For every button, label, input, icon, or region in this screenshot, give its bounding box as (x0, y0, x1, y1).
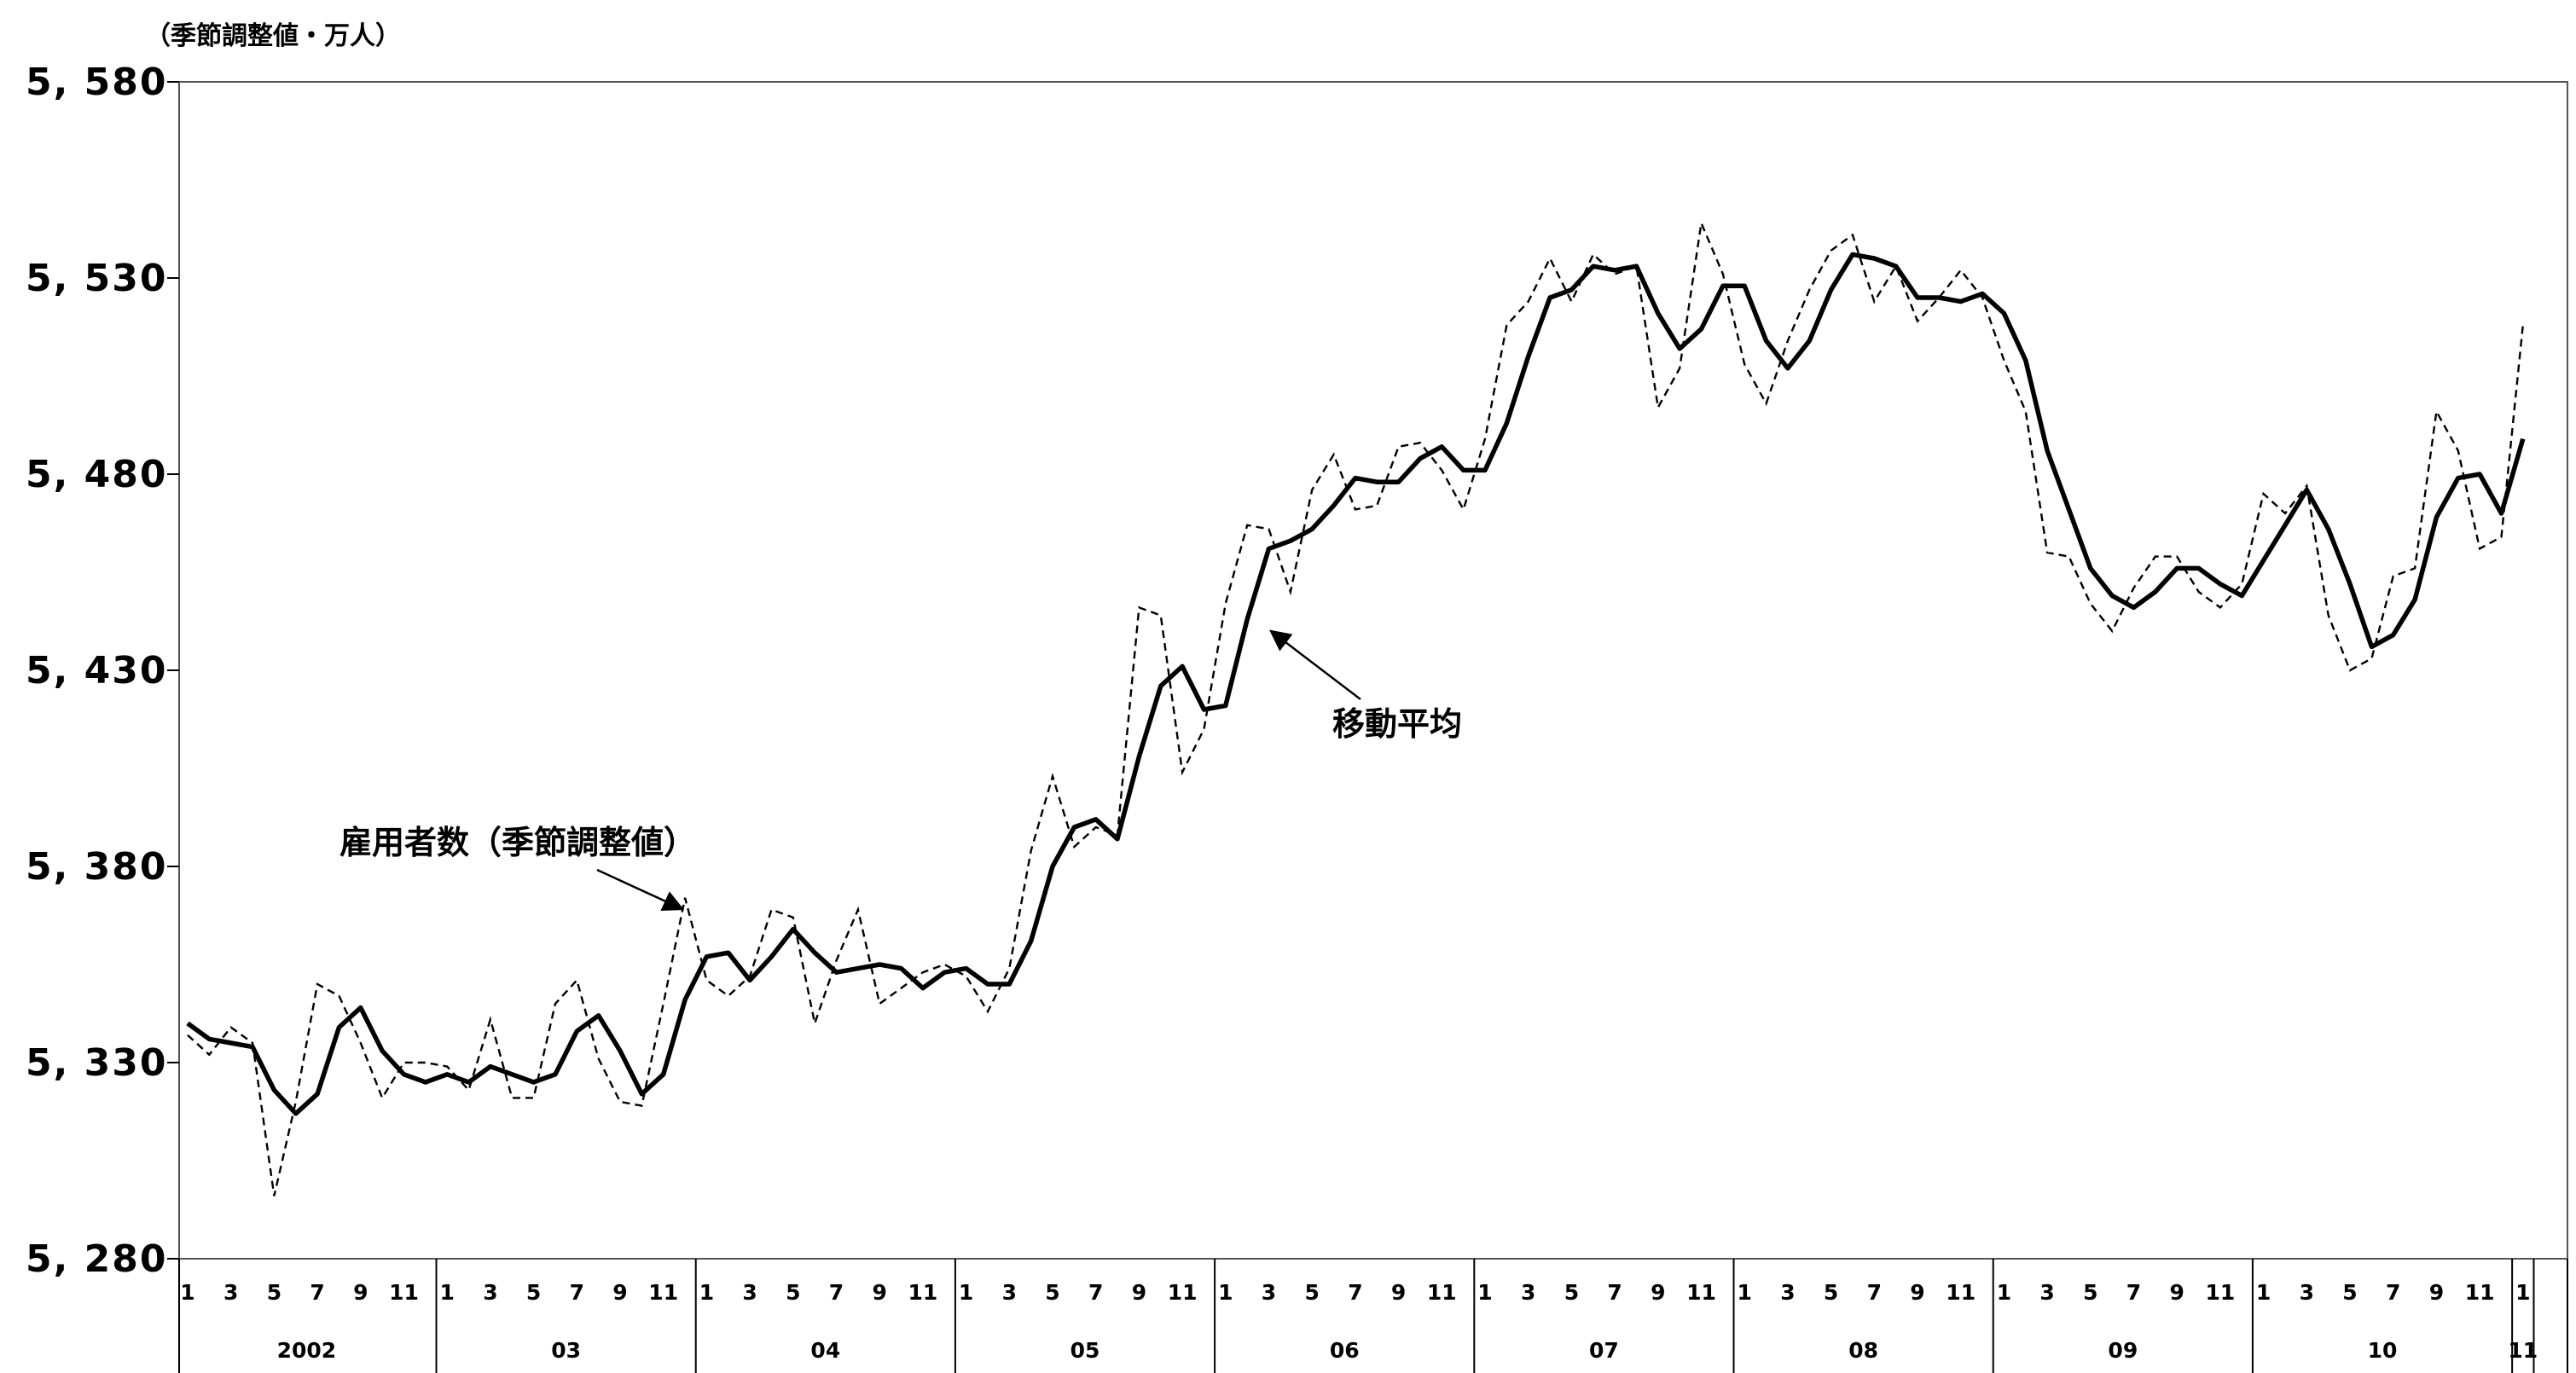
x-month-label: 1 (2256, 1280, 2271, 1305)
x-month-label: 3 (1521, 1280, 1535, 1305)
x-month-label: 1 (1997, 1280, 2011, 1305)
x-month-label: 1 (180, 1280, 194, 1305)
y-tick-label: 5, 580 (26, 61, 168, 104)
x-month-label: 1 (1737, 1280, 1751, 1305)
x-month-label: 9 (2429, 1280, 2444, 1305)
x-month-label: 11 (1427, 1280, 1457, 1305)
x-month-label: 9 (2169, 1280, 2184, 1305)
x-month-label: 5 (2342, 1280, 2357, 1305)
x-month-label: 3 (1002, 1280, 1017, 1305)
x-month-label: 3 (742, 1280, 757, 1305)
x-month-label: 5 (2083, 1280, 2097, 1305)
x-month-label: 11 (908, 1280, 938, 1305)
x-year-label: 10 (2368, 1338, 2398, 1363)
x-month-label: 5 (786, 1280, 800, 1305)
x-month-label: 9 (1651, 1280, 1665, 1305)
y-tick-label: 5, 330 (26, 1041, 168, 1085)
x-month-label: 1 (439, 1280, 454, 1305)
x-month-label: 3 (223, 1280, 238, 1305)
x-month-label: 7 (2126, 1280, 2141, 1305)
x-month-label: 11 (389, 1280, 419, 1305)
y-tick-label: 5, 380 (26, 845, 168, 889)
x-month-label: 11 (2465, 1280, 2495, 1305)
x-month-label: 9 (1391, 1280, 1406, 1305)
annotation-moving-average: 移動平均 (1332, 705, 1462, 743)
x-month-label: 3 (2300, 1280, 2314, 1305)
x-year-label: 05 (1070, 1338, 1100, 1363)
x-month-label: 9 (612, 1280, 627, 1305)
y-tick-label: 5, 530 (26, 257, 168, 300)
x-month-label: 7 (2386, 1280, 2400, 1305)
x-month-label: 1 (699, 1280, 714, 1305)
x-month-label: 5 (1304, 1280, 1319, 1305)
x-year-label: 07 (1589, 1338, 1619, 1363)
series-line-moving-average (186, 252, 2526, 1116)
x-month-label: 1 (1218, 1280, 1233, 1305)
x-month-label: 1 (959, 1280, 973, 1305)
x-month-label: 9 (1910, 1280, 1924, 1305)
x-year-label: 2002 (277, 1338, 337, 1363)
x-month-label: 11 (1686, 1280, 1716, 1305)
x-month-label: 5 (267, 1280, 281, 1305)
x-month-label: 1 (1477, 1280, 1492, 1305)
x-year-label: 04 (810, 1338, 840, 1363)
x-month-label: 1 (2515, 1280, 2530, 1305)
x-year-label: 03 (551, 1338, 581, 1363)
x-month-label: 9 (872, 1280, 886, 1305)
x-month-label: 7 (1607, 1280, 1622, 1305)
y-axis-unit-label: （季節調整値・万人） (145, 21, 401, 51)
annotation-employees-sa: 雇用者数（季節調整値） (339, 824, 696, 861)
x-month-label: 5 (1045, 1280, 1059, 1305)
x-month-label: 3 (2039, 1280, 2054, 1305)
series-line-employees-sa (187, 219, 2524, 1196)
y-tick-label: 5, 280 (26, 1237, 168, 1281)
x-month-label: 11 (1168, 1280, 1198, 1305)
x-year-label: 09 (2108, 1338, 2138, 1363)
y-axis-ticks: 5, 280 5, 330 5, 380 5, 430 5, 480 5, 530 5, 5… (26, 61, 179, 1281)
x-year-label: 11 (2508, 1338, 2538, 1363)
x-month-label: 5 (1564, 1280, 1579, 1305)
x-month-label: 7 (1348, 1280, 1362, 1305)
x-month-label: 7 (570, 1280, 584, 1305)
x-year-label: 06 (1330, 1338, 1360, 1363)
x-year-label: 08 (1848, 1338, 1878, 1363)
plot-area (178, 81, 2568, 1260)
x-month-label: 3 (1780, 1280, 1795, 1305)
x-month-label: 5 (1824, 1280, 1838, 1305)
x-month-label: 11 (2206, 1280, 2236, 1305)
x-month-label: 11 (1946, 1280, 1976, 1305)
x-month-label: 7 (1088, 1280, 1103, 1305)
y-tick-label: 5, 480 (26, 453, 168, 496)
x-month-label: 3 (483, 1280, 497, 1305)
annotation-arrow-employees-sa (596, 868, 685, 911)
x-month-label: 7 (310, 1280, 324, 1305)
x-month-label: 9 (353, 1280, 368, 1305)
x-month-label: 5 (526, 1280, 541, 1305)
y-tick-label: 5, 430 (26, 649, 168, 692)
x-month-label: 3 (1262, 1280, 1276, 1305)
x-month-label: 9 (1132, 1280, 1146, 1305)
x-month-label: 7 (1867, 1280, 1882, 1305)
annotation-arrow-moving-average (1269, 629, 1361, 700)
x-month-label: 11 (648, 1280, 678, 1305)
x-month-label: 7 (829, 1280, 844, 1305)
